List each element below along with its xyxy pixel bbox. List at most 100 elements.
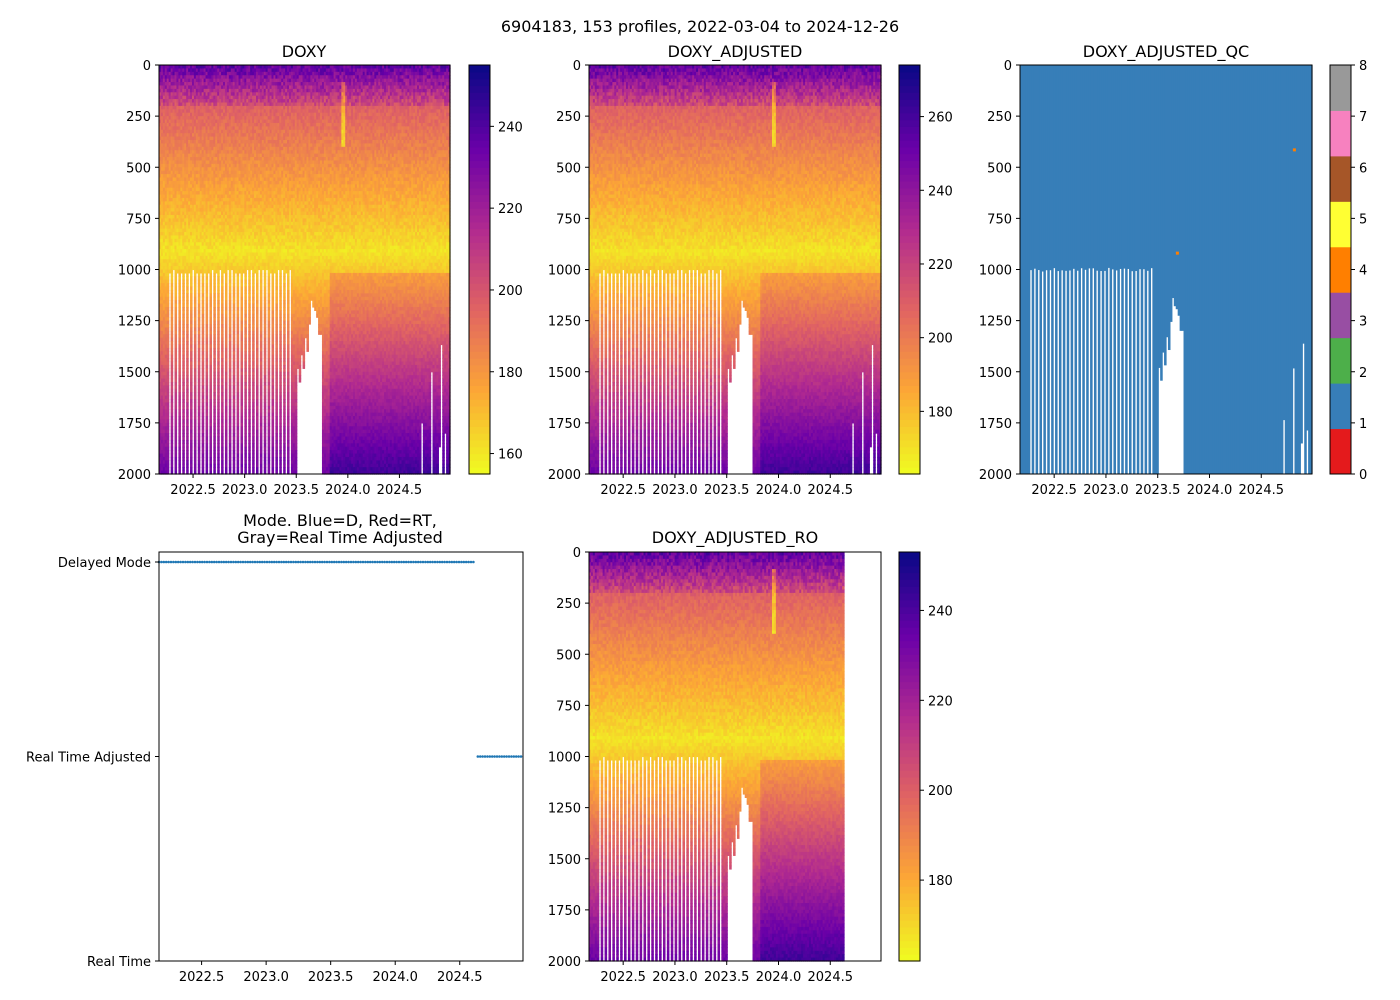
heatmap-cell bbox=[171, 307, 174, 311]
heatmap-cell bbox=[171, 365, 174, 369]
heatmap-cell bbox=[171, 287, 174, 291]
heatmap-cell bbox=[167, 382, 170, 386]
heatmap-cell bbox=[171, 321, 174, 325]
panel-title: DOXY bbox=[282, 42, 327, 61]
heatmap-cells bbox=[159, 65, 451, 475]
heatmap-cell bbox=[171, 467, 174, 471]
heatmap-cell bbox=[171, 358, 174, 362]
heatmap-cell bbox=[171, 406, 174, 410]
heatmap-cell bbox=[171, 368, 174, 372]
heatmap-cell bbox=[171, 385, 174, 389]
heatmap-cell bbox=[167, 433, 170, 437]
heatmap-cell bbox=[171, 389, 174, 393]
heatmap-cell bbox=[171, 334, 174, 338]
heatmap-cell bbox=[171, 280, 174, 284]
heatmap-cell bbox=[171, 392, 174, 396]
heatmap-cell bbox=[167, 396, 170, 400]
heatmap-cell bbox=[171, 396, 174, 400]
heatmap-cell bbox=[167, 331, 170, 335]
heatmap-cell bbox=[167, 399, 170, 403]
figure-suptitle: 6904183, 153 profiles, 2022-03-04 to 202… bbox=[501, 17, 899, 36]
heatmap-cell bbox=[171, 341, 174, 345]
heatmap-cell bbox=[171, 372, 174, 376]
heatmap-cell bbox=[171, 464, 174, 468]
heatmap-cell bbox=[167, 464, 170, 468]
heatmap-cell bbox=[171, 382, 174, 386]
heatmap-cell bbox=[171, 276, 174, 280]
heatmap-cell bbox=[171, 290, 174, 294]
heatmap-cell bbox=[171, 457, 174, 461]
heatmap-cell bbox=[171, 409, 174, 413]
heatmap-cell bbox=[171, 310, 174, 314]
heatmap-cell bbox=[171, 297, 174, 301]
heatmap-cell bbox=[171, 450, 174, 454]
heatmap-cell bbox=[167, 368, 170, 372]
heatmap-cell bbox=[171, 430, 174, 434]
heatmap-cell bbox=[171, 317, 174, 321]
heatmap-cell bbox=[167, 310, 170, 314]
heatmap-cell bbox=[171, 413, 174, 417]
heatmap-cell bbox=[167, 402, 170, 406]
heatmap-cell bbox=[171, 331, 174, 335]
heatmap-cell bbox=[167, 409, 170, 413]
heatmap-cell bbox=[167, 300, 170, 304]
heatmap-cell bbox=[167, 437, 170, 441]
heatmap-cell bbox=[171, 454, 174, 458]
heatmap-cell bbox=[167, 327, 170, 331]
heatmap-cell bbox=[167, 293, 170, 297]
heatmap-cell bbox=[171, 348, 174, 352]
heatmap-cell bbox=[171, 344, 174, 348]
heatmap-cell bbox=[167, 307, 170, 311]
heatmap-cell bbox=[167, 413, 170, 417]
heatmap-cell bbox=[167, 467, 170, 471]
heatmap-cell bbox=[167, 423, 170, 427]
heatmap-cell bbox=[167, 454, 170, 458]
heatmap-cell bbox=[171, 355, 174, 359]
heatmap-cell bbox=[167, 280, 170, 284]
heatmap-cell bbox=[171, 351, 174, 355]
heatmap-cell bbox=[167, 362, 170, 366]
heatmap-cell bbox=[171, 273, 174, 277]
heatmap-cell bbox=[171, 416, 174, 420]
heatmap-cell bbox=[167, 355, 170, 359]
heatmap-cell bbox=[171, 314, 174, 318]
heatmap-cell bbox=[167, 416, 170, 420]
heatmap-cell bbox=[171, 443, 174, 447]
heatmap-cell bbox=[167, 389, 170, 393]
heatmap-cell bbox=[167, 290, 170, 294]
heatmap-cell bbox=[167, 287, 170, 291]
heatmap-cell bbox=[167, 344, 170, 348]
heatmap-cell bbox=[171, 460, 174, 464]
heatmap-cell bbox=[167, 283, 170, 287]
heatmap-cell bbox=[167, 419, 170, 423]
heatmap-cell bbox=[171, 447, 174, 451]
heatmap-cell bbox=[167, 321, 170, 325]
heatmap-cell bbox=[167, 338, 170, 342]
heatmap-cell bbox=[167, 457, 170, 461]
heatmap-cell bbox=[167, 314, 170, 318]
heatmap-cell bbox=[167, 276, 170, 280]
heatmap-cell bbox=[171, 375, 174, 379]
heatmap-cell bbox=[171, 437, 174, 441]
heatmap-cell bbox=[167, 358, 170, 362]
heatmap-cell bbox=[167, 297, 170, 301]
heatmap-cell bbox=[167, 351, 170, 355]
heatmap-cell bbox=[167, 406, 170, 410]
heatmap-cell bbox=[167, 426, 170, 430]
heatmap-cell bbox=[167, 385, 170, 389]
heatmap-cell bbox=[167, 443, 170, 447]
heatmap-cell bbox=[167, 317, 170, 321]
heatmap-cell bbox=[171, 300, 174, 304]
heatmap-cell bbox=[167, 430, 170, 434]
panel-doxy: DOXY 2022.5 2023.0 2023.5 2024.0 2024.502505… bbox=[118, 42, 523, 498]
heatmap-cell bbox=[171, 304, 174, 308]
heatmap-cell bbox=[167, 341, 170, 345]
heatmap-cell bbox=[167, 460, 170, 464]
heatmap-cell bbox=[171, 426, 174, 430]
heatmap-cell bbox=[171, 440, 174, 444]
heatmap-cell bbox=[171, 362, 174, 366]
heatmap-cell bbox=[171, 379, 174, 383]
heatmap-cell bbox=[171, 433, 174, 437]
heatmap-cell bbox=[167, 440, 170, 444]
heatmap-cell bbox=[167, 450, 170, 454]
